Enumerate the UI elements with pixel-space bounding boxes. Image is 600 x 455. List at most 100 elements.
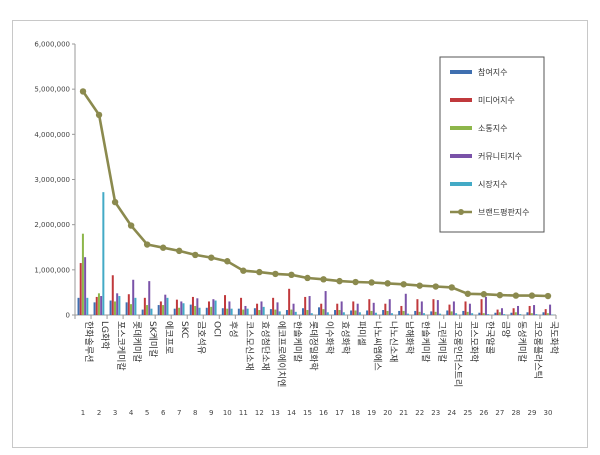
legend-swatch-커뮤니티지수 <box>450 154 472 158</box>
bar-시장지수-20 <box>390 313 393 315</box>
category-label: 한솔케미칼 <box>291 321 302 362</box>
category-label: 파미셀 <box>356 321 367 346</box>
bar-참여지수-26 <box>478 312 481 315</box>
bar-참여지수-20 <box>382 310 385 315</box>
bar-커뮤니티지수-17 <box>340 301 343 315</box>
bar-소통지수-3 <box>113 301 116 315</box>
bar-소통지수-9 <box>210 306 213 315</box>
category-label: 국도화학 <box>548 321 559 354</box>
bar-커뮤니티지수-23 <box>436 300 439 315</box>
bar-커뮤니티지수-4 <box>132 279 135 315</box>
x-number-label: 28 <box>511 409 520 417</box>
x-number-label: 8 <box>193 409 197 417</box>
bar-시장지수-15 <box>310 313 313 315</box>
bar-참여지수-4 <box>125 302 128 315</box>
bar-시장지수-1 <box>86 297 89 315</box>
category-label: 포스코케미칼 <box>115 321 126 371</box>
bar-참여지수-29 <box>526 312 529 315</box>
bar-미디어지수-20 <box>384 303 387 315</box>
x-number-label: 9 <box>209 409 213 417</box>
bar-참여지수-8 <box>189 304 192 315</box>
bar-미디어지수-6 <box>159 301 162 315</box>
bar-소통지수-8 <box>194 305 197 315</box>
x-number-label: 25 <box>463 409 472 417</box>
bar-미디어지수-16 <box>320 303 323 315</box>
bar-미디어지수-14 <box>288 288 291 315</box>
x-number-label: 14 <box>287 409 296 417</box>
bar-미디어지수-24 <box>448 304 451 315</box>
bar-소통지수-15 <box>306 310 309 315</box>
bar-시장지수-22 <box>423 313 426 315</box>
bar-미디어지수-18 <box>352 301 355 315</box>
bar-시장지수-27 <box>503 314 506 315</box>
bar-미디어지수-23 <box>432 299 435 315</box>
point-브랜드평판지수-28 <box>512 292 520 299</box>
legend-swatch-시장지수 <box>450 182 472 186</box>
x-number-label: 23 <box>431 409 440 417</box>
bar-소통지수-14 <box>290 309 293 315</box>
bar-참여지수-12 <box>253 308 256 315</box>
bar-커뮤니티지수-10 <box>228 301 231 315</box>
category-label: 코오롱인더스트리 <box>452 321 463 387</box>
bar-커뮤니티지수-22 <box>420 301 423 315</box>
point-브랜드평판지수-12 <box>256 268 263 276</box>
bar-소통지수-25 <box>466 311 469 315</box>
bar-미디어지수-26 <box>480 299 483 315</box>
point-브랜드평판지수-5 <box>143 241 151 248</box>
legend-label: 시장지수 <box>478 179 507 189</box>
x-number-label: 2 <box>97 409 101 417</box>
bar-소통지수-1 <box>81 233 84 315</box>
bar-소통지수-17 <box>338 310 341 315</box>
bar-미디어지수-1 <box>79 263 82 315</box>
bar-시장지수-5 <box>150 308 153 315</box>
legend-label: 브랜드평판지수 <box>478 207 530 217</box>
bar-시장지수-3 <box>118 296 121 315</box>
bar-참여지수-9 <box>205 307 208 315</box>
bar-커뮤니티지수-3 <box>116 293 119 315</box>
x-number-label: 7 <box>177 409 181 417</box>
category-label: 그린케미칼 <box>436 321 447 362</box>
point-브랜드평판지수-1 <box>79 88 87 95</box>
y-tick-label: 2,000,000 <box>34 221 70 229</box>
x-number-label: 4 <box>129 409 134 417</box>
bar-미디어지수-19 <box>368 299 371 315</box>
bar-소통지수-19 <box>370 310 373 315</box>
bar-시장지수-10 <box>230 308 233 315</box>
y-tick-label: 6,000,000 <box>34 41 70 49</box>
bars <box>77 192 554 315</box>
x-number-label: 12 <box>255 409 264 417</box>
bar-소통지수-7 <box>178 307 181 315</box>
bar-커뮤니티지수-14 <box>292 303 295 315</box>
bar-소통지수-30 <box>546 313 549 315</box>
category-label: 나노신소재 <box>388 321 399 362</box>
bar-커뮤니티지수-13 <box>276 302 279 315</box>
bar-미디어지수-17 <box>336 303 339 315</box>
point-브랜드평판지수-7 <box>176 247 183 255</box>
bar-커뮤니티지수-26 <box>484 296 487 315</box>
bar-참여지수-17 <box>334 310 337 315</box>
bar-커뮤니티지수-16 <box>324 291 327 315</box>
category-label: 한솔케미칼 <box>420 321 431 362</box>
bar-커뮤니티지수-15 <box>308 296 311 315</box>
bar-미디어지수-28 <box>512 308 515 315</box>
point-브랜드평판지수-29 <box>528 292 536 299</box>
bar-미디어지수-25 <box>464 301 467 315</box>
bar-소통지수-6 <box>162 305 165 315</box>
bar-소통지수-24 <box>450 311 453 315</box>
x-number-label: 11 <box>239 409 248 417</box>
category-label: 코오롱플라스틱 <box>532 321 544 379</box>
bar-커뮤니티지수-28 <box>517 305 520 315</box>
bar-시장지수-25 <box>471 313 474 315</box>
bar-참여지수-14 <box>285 310 288 315</box>
bar-커뮤니티지수-18 <box>356 303 359 315</box>
bar-참여지수-3 <box>109 300 112 315</box>
bar-참여지수-16 <box>318 307 321 315</box>
legend-swatch-참여지수 <box>450 70 472 74</box>
bar-커뮤니티지수-7 <box>180 301 183 315</box>
bar-커뮤니티지수-25 <box>468 303 471 315</box>
category-label: SK케미칼 <box>147 321 158 357</box>
y-tick-label: 1,000,000 <box>34 266 70 274</box>
bar-시장지수-14 <box>294 311 297 315</box>
bar-미디어지수-3 <box>111 275 114 315</box>
point-브랜드평판지수-30 <box>544 292 552 300</box>
